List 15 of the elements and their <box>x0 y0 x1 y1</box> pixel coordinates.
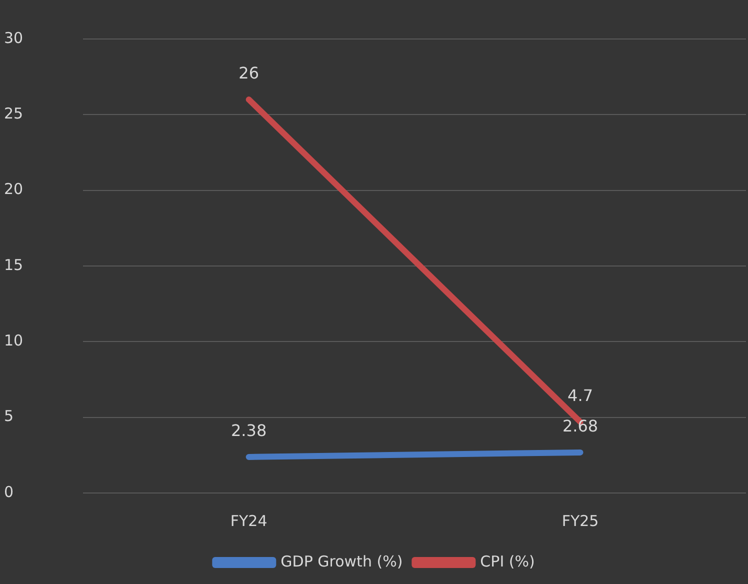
y-tick-label: 5 <box>4 407 14 426</box>
y-tick-label: 15 <box>4 256 24 274</box>
x-tick-label: FY24 <box>230 512 268 530</box>
y-tick-label: 0 <box>4 482 14 501</box>
y-tick-label: 25 <box>4 104 24 123</box>
data-label: 2.68 <box>562 416 598 436</box>
y-tick-label: 10 <box>4 332 24 350</box>
x-tick-label: FY25 <box>562 512 599 530</box>
y-tick-label: 20 <box>4 180 24 198</box>
data-label: 4.7 <box>568 386 593 406</box>
legend-label: GDP Growth (%) <box>280 552 403 570</box>
legend-label: CPI (%) <box>480 552 535 570</box>
data-label: 2.38 <box>231 421 267 440</box>
data-label: 26 <box>238 64 259 83</box>
y-tick-label: 30 <box>4 28 24 47</box>
